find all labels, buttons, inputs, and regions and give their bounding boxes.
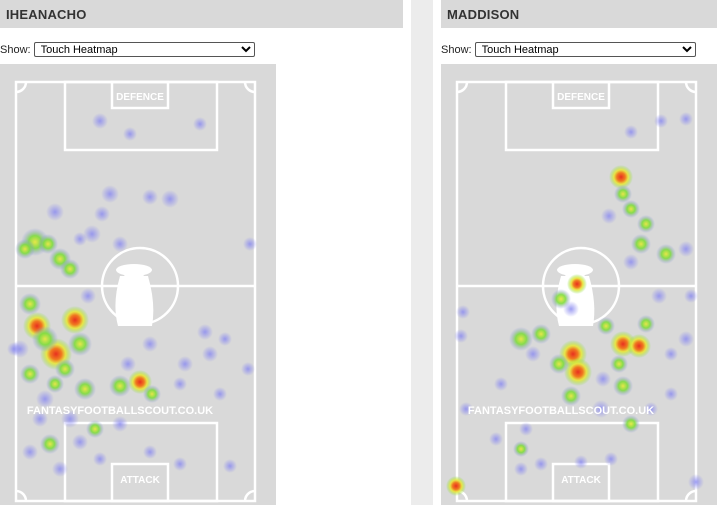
pitch-bottom-label: ATTACK [120,475,160,486]
heatmap-layer [7,113,257,477]
pitch-heatmap: FANTASYFOOTBALLSCOUT.CO.UK DEFENCE ATTAC… [0,64,276,505]
show-label: Show: [441,43,472,56]
pitch-watermark: FANTASYFOOTBALLSCOUT.CO.UK [468,405,654,417]
pitch-heatmap: FANTASYFOOTBALLSCOUT.CO.UK DEFENCE ATTAC… [441,64,717,505]
pitch-watermark: FANTASYFOOTBALLSCOUT.CO.UK [27,405,213,417]
view-select-row: Show: Touch Heatmap [0,42,255,57]
pitch-top-label: DEFENCE [116,92,164,103]
panel-divider [411,0,433,505]
player-name-header: IHEANACHO [0,0,403,28]
show-label: Show: [0,43,31,56]
player-silhouette-icon [115,264,154,326]
pitch-svg: FANTASYFOOTBALLSCOUT.CO.UK DEFENCE ATTAC… [446,80,704,503]
heatmap-layer [446,112,704,496]
player-name-header: MADDISON [441,0,717,28]
pitch-top-label: DEFENCE [557,92,605,103]
view-select-row: Show: Touch Heatmap [441,42,696,57]
view-select[interactable]: Touch Heatmap [474,42,696,57]
pitch-svg: FANTASYFOOTBALLSCOUT.CO.UK DEFENCE ATTAC… [7,80,257,503]
view-select[interactable]: Touch Heatmap [33,42,255,57]
pitch-bottom-label: ATTACK [561,475,601,486]
